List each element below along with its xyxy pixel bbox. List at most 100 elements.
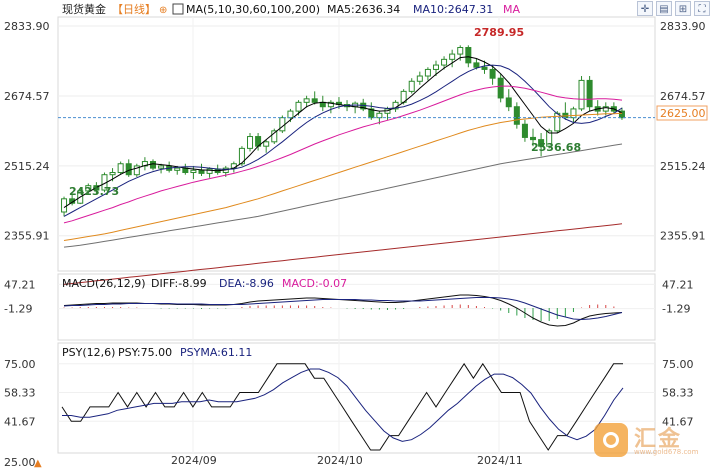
high-annotation: 2789.95 <box>474 26 524 39</box>
low-annotation-left: 2423.73 <box>69 185 119 198</box>
candle-body <box>190 169 197 174</box>
psy-value: PSY:75.00 <box>118 346 172 359</box>
period-label[interactable]: 【日线】 <box>112 2 156 16</box>
candle-body <box>602 106 609 112</box>
candle-body <box>586 79 593 108</box>
candle-body <box>408 80 415 92</box>
candle-body <box>238 147 245 165</box>
candlesticks <box>61 45 625 217</box>
macd-dea: DEA:-8.96 <box>219 277 274 290</box>
psy-tick-right: 41.67 <box>662 415 694 428</box>
layout-icon[interactable]: ▤ <box>656 1 672 16</box>
candle-body <box>376 112 383 119</box>
candle-body <box>327 101 334 108</box>
psy-label: PSY(12,6) <box>62 346 115 359</box>
settings-icon[interactable]: ⊕ <box>159 5 167 16</box>
crosshair-icon[interactable]: ✛ <box>637 1 653 16</box>
psy-chart <box>61 362 624 451</box>
candle-body <box>133 165 140 176</box>
price-tick-left: 2833.90 <box>4 20 50 33</box>
candle-body <box>530 136 537 141</box>
candle-body <box>481 66 488 70</box>
moving-averages <box>63 56 623 285</box>
psy-tick-left: 58.33 <box>4 387 36 400</box>
ma-legend-label: MA(5,10,30,60,100,200) <box>186 3 320 16</box>
watermark-brand: 汇金 <box>634 427 683 452</box>
candle-body <box>489 68 496 79</box>
psy-tick-right: 75.00 <box>662 358 694 371</box>
price-tick-left: 2674.57 <box>4 90 50 103</box>
candle-body <box>497 77 504 99</box>
candle-body <box>513 106 520 125</box>
ma30-line <box>63 85 623 224</box>
macd-diff: DIFF:-8.99 <box>151 277 207 290</box>
watermark-url: www.gold678.com <box>634 448 699 456</box>
psyma-value: PSYMA:61.11 <box>180 346 252 359</box>
price-tick-right: 2515.24 <box>660 160 706 173</box>
psy-bottom-tick: 25.00 <box>4 456 36 469</box>
macd-tick-left: 47.21 <box>4 278 36 291</box>
macd-chart <box>63 294 623 327</box>
candle-body <box>61 198 68 213</box>
psy-axis: 75.00 75.00 58.33 58.33 41.67 41.67 <box>4 358 694 428</box>
macd-axis: 47.21 47.21 -1.29 -1.29 <box>4 278 694 315</box>
candle-body <box>125 163 132 176</box>
candle-body <box>618 110 625 119</box>
ma100-line <box>63 143 623 248</box>
candle-body <box>311 98 318 103</box>
macd-value: MACD:-0.07 <box>282 277 347 290</box>
candle-body <box>206 168 213 174</box>
psy-tick-left: 75.00 <box>4 358 36 371</box>
time-tick-label: 2024/09 <box>171 454 217 467</box>
time-axis: 2024/09 2024/10 2024/11 <box>171 454 523 467</box>
macd-dea-line <box>63 297 623 321</box>
psy-tick-left: 41.67 <box>4 415 36 428</box>
macd-tick-left: -1.29 <box>4 303 32 316</box>
main-panel-frame <box>57 16 656 272</box>
price-axis: 2833.90 2833.90 2674.57 2674.57 2515.24 2515.… <box>4 20 706 243</box>
candle-body <box>457 47 464 55</box>
candle-body <box>465 47 472 64</box>
candle-body <box>432 64 439 70</box>
candle-body <box>247 136 254 149</box>
zoom-icon[interactable]: ⊞ <box>675 1 691 16</box>
candle-body <box>279 117 286 132</box>
ma5-value: MA5:2636.34 <box>327 3 400 16</box>
current-price-label: 2625.00 <box>660 107 706 120</box>
candle-body <box>538 139 545 147</box>
candle-body <box>158 165 165 169</box>
psy-tick-right: 58.33 <box>662 387 694 400</box>
candle-body <box>149 161 156 169</box>
candle-body <box>287 110 294 119</box>
candle-body <box>368 108 375 119</box>
macd-label: MACD(26,12,9) <box>62 277 146 290</box>
gridlines <box>58 17 655 453</box>
macd-tick-right: -1.29 <box>662 303 690 316</box>
price-tick-left: 2515.24 <box>4 160 50 173</box>
chart-toolbar: ✛ ▤ ⊞ ⛶ <box>637 1 710 16</box>
watermark-logo-icon <box>594 423 628 457</box>
candle-body <box>449 53 456 60</box>
macd-tick-right: 47.21 <box>662 278 694 291</box>
price-tick-right: 2674.57 <box>660 90 706 103</box>
ma5-line <box>63 56 623 209</box>
arrow-icon[interactable]: ▲ <box>34 458 42 469</box>
candle-body <box>473 62 480 68</box>
psy-line <box>61 362 623 451</box>
price-tick-right: 2833.90 <box>660 20 706 33</box>
price-tick-left: 2355.91 <box>4 230 50 243</box>
candle-body <box>109 172 116 176</box>
candle-body <box>263 141 270 147</box>
candle-body <box>295 101 302 112</box>
candle-body <box>570 108 577 119</box>
ma-extra-label: MA <box>503 3 520 16</box>
instrument-name: 现货黄金 <box>62 2 106 16</box>
fullscreen-icon[interactable]: ⛶ <box>694 1 710 16</box>
price-tick-right: 2355.91 <box>660 230 706 243</box>
candle-body <box>174 167 181 171</box>
low-annotation-right: 2536.68 <box>531 141 581 154</box>
candle-body <box>416 75 423 82</box>
ma200-line <box>63 223 623 285</box>
time-tick-label: 2024/11 <box>477 454 523 467</box>
